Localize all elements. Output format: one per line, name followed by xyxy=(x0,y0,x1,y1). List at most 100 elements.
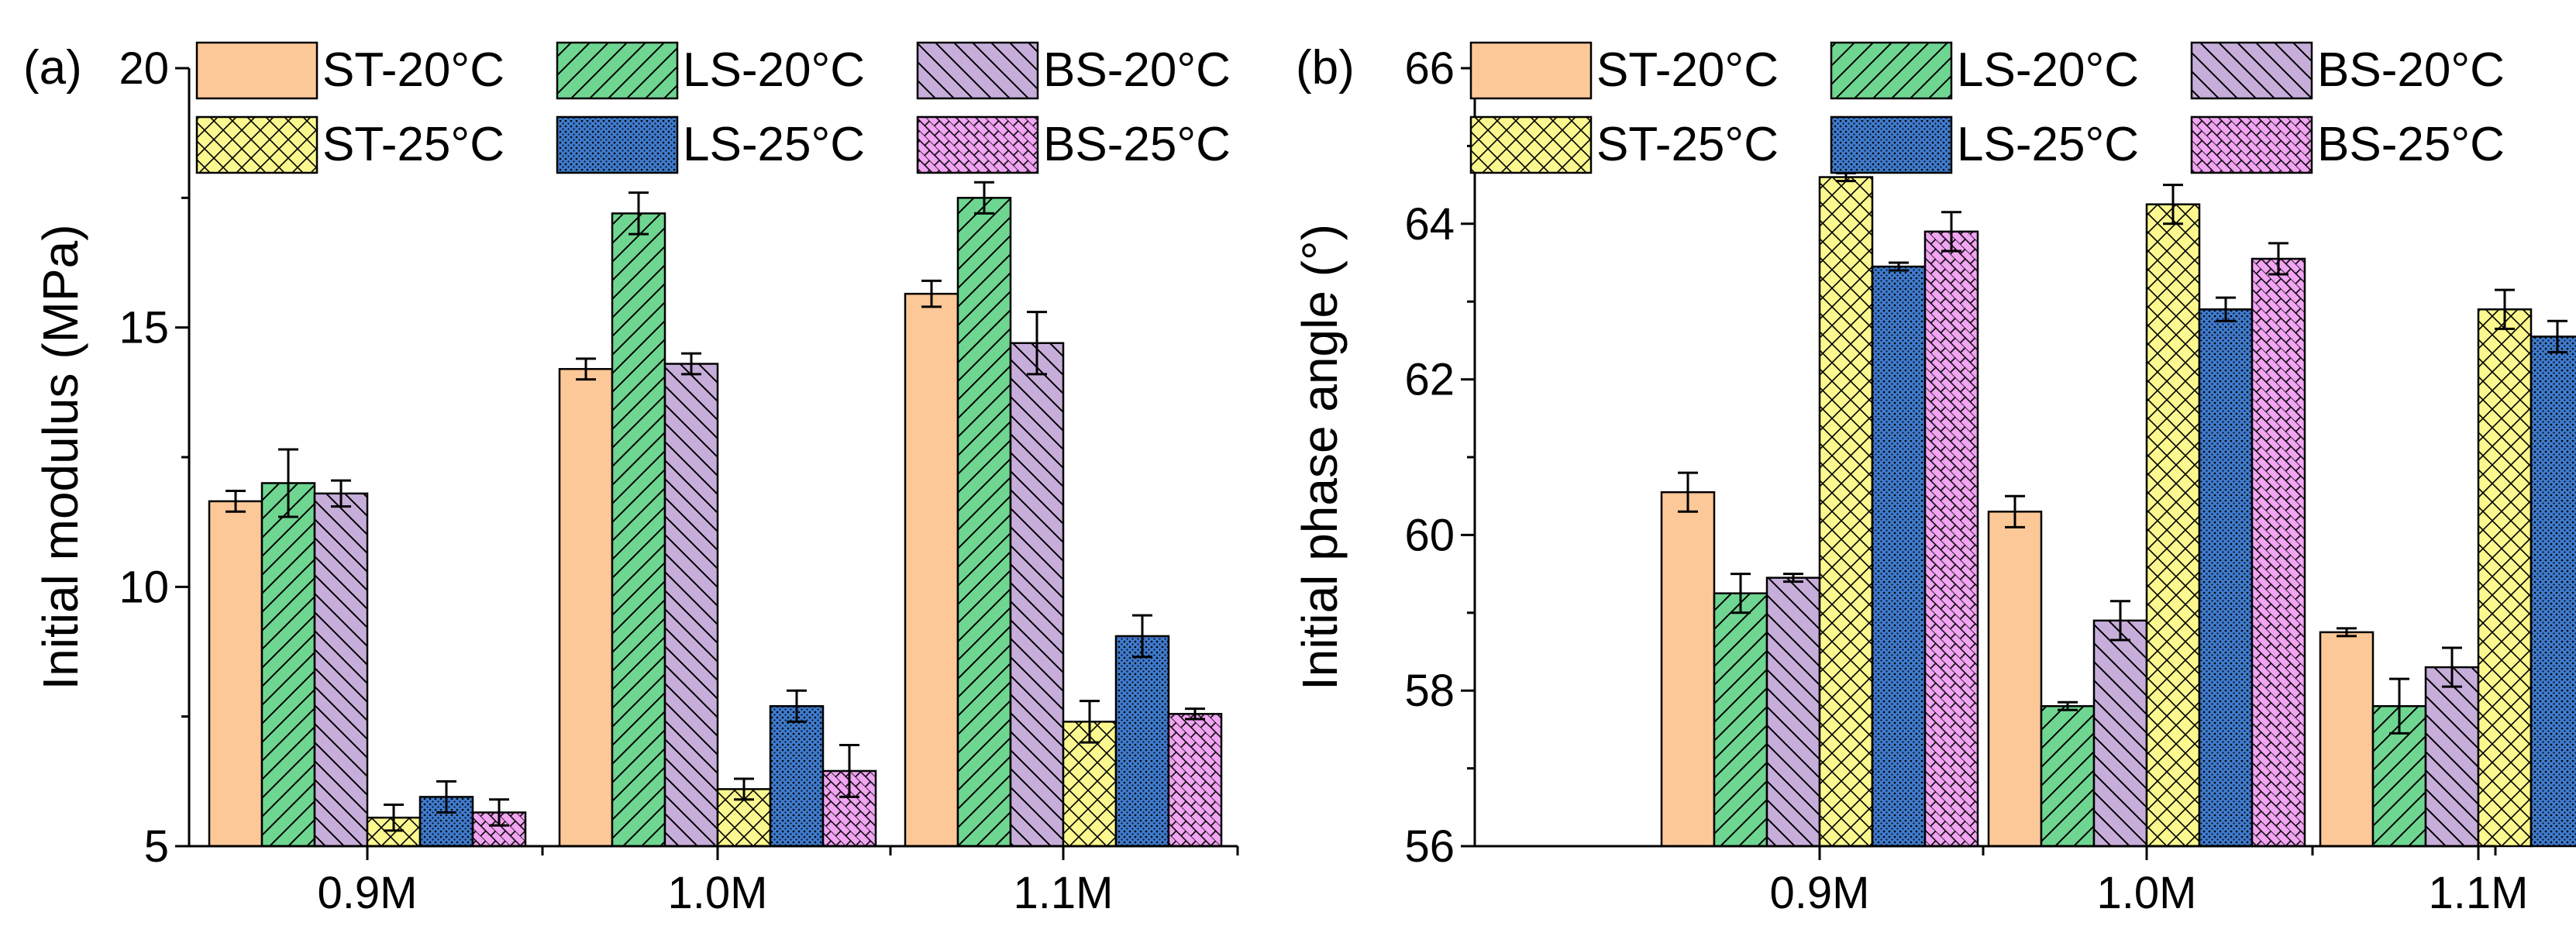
panel-b: (b) Initial phase angle (°) 56 58 60 62 64 66… xyxy=(1292,41,2576,918)
error-bar-st-25-1.0M xyxy=(734,777,754,801)
legend-label: LS-20°C xyxy=(1957,43,2139,97)
bar-ls-20-1.1M xyxy=(956,197,1012,848)
bar-bs-25-1.0M xyxy=(2251,257,2306,848)
y-tick-label: 58 xyxy=(1404,666,1455,716)
y-tick-label: 62 xyxy=(1404,355,1455,405)
error-bar-ls-20-0.9M xyxy=(278,448,298,518)
x-tick-label: 1.1M xyxy=(1014,868,1114,918)
error-bar-st-20-1.1M xyxy=(921,279,942,308)
legend-item-ls-20: LS-20°C xyxy=(1830,41,2139,100)
y-tick-label: 15 xyxy=(119,303,169,353)
error-bar-bs-25-1.0M xyxy=(839,743,859,798)
bar-bs-20-0.9M xyxy=(1765,577,1821,848)
x-tick-label: 1.1M xyxy=(2429,868,2529,918)
legend-item-bs-20: BS-20°C xyxy=(916,41,1231,100)
axes-group-b: 56 58 60 62 64 66 0.9M 1.0M 1.1M xyxy=(1404,43,2528,918)
bar-st-20-1.0M xyxy=(1987,511,2043,848)
error-bar-bs-20-0.9M xyxy=(331,479,351,508)
bar-bs-25-1.0M xyxy=(821,769,877,848)
legend-item-st-25: ST-25°C xyxy=(195,115,505,174)
panel-a: (a) Initial modulus (MPa) 5 10 15 20 0.9M 1.0… xyxy=(23,41,1239,918)
error-bar-ls-25-1.0M xyxy=(2216,296,2236,322)
y-tick-label: 20 xyxy=(119,43,169,94)
panel-label-a: (a) xyxy=(23,41,82,95)
legend-label: LS-25°C xyxy=(683,118,865,171)
axes-group-a: 5 10 15 20 0.9M 1.0M 1.1M xyxy=(119,43,1239,918)
y-axis-title-a: Initial modulus (MPa) xyxy=(33,224,88,690)
bar-ls-20-1.0M xyxy=(2040,705,2096,848)
legend-label: BS-25°C xyxy=(1043,118,1231,171)
bar-st-25-1.0M xyxy=(2145,203,2201,848)
legend-item-bs-25: BS-25°C xyxy=(2190,115,2505,174)
x-tick-label: 0.9M xyxy=(318,868,418,918)
bar-ls-25-1.1M xyxy=(1114,635,1170,848)
error-bar-ls-25-0.9M xyxy=(436,780,456,814)
bar-st-20-0.9M xyxy=(1660,490,1716,848)
bar-bs-20-1.0M xyxy=(2092,619,2148,848)
bar-bs-25-1.1M xyxy=(1167,713,1223,848)
y-tick-label: 66 xyxy=(1404,43,1455,94)
error-bar-bs-25-1.1M xyxy=(1185,707,1205,721)
bar-bs-20-1.0M xyxy=(663,363,719,848)
error-bar-bs-20-0.9M xyxy=(1783,573,1803,583)
legend-label: ST-25°C xyxy=(1596,118,1779,171)
y-tick-label: 10 xyxy=(119,562,169,612)
y-tick-label: 5 xyxy=(144,821,169,872)
error-bar-st-20-0.9M xyxy=(226,490,246,513)
error-bar-st-25-1.1M xyxy=(1080,700,1100,744)
bar-st-20-1.1M xyxy=(904,292,959,848)
legend-item-st-25: ST-25°C xyxy=(1469,115,1779,174)
error-bar-bs-25-0.9M xyxy=(489,798,509,827)
error-bar-ls-20-1.0M xyxy=(2058,700,2078,711)
bars-group-a xyxy=(208,181,1223,848)
error-bar-ls-20-0.9M xyxy=(1731,573,1751,614)
bar-ls-20-0.9M xyxy=(1713,592,1768,848)
error-bar-bs-20-1.0M xyxy=(2110,600,2130,642)
bar-ls-25-1.1M xyxy=(2530,336,2576,848)
legend-item-ls-20: LS-20°C xyxy=(556,41,865,100)
error-bar-st-20-0.9M xyxy=(1678,471,1698,513)
x-tick-label: 0.9M xyxy=(1770,868,1870,918)
legend-label: BS-20°C xyxy=(2317,43,2505,97)
legend-label: ST-20°C xyxy=(1596,43,1779,97)
error-bar-ls-20-1.1M xyxy=(974,181,994,215)
bar-st-25-0.9M xyxy=(1818,176,1874,848)
bar-st-25-1.1M xyxy=(2477,308,2533,848)
legend-label: LS-20°C xyxy=(683,43,865,97)
bar-st-20-1.0M xyxy=(558,367,614,848)
legend-label: BS-20°C xyxy=(1043,43,1231,97)
legend-a: ST-20°C LS-20°C BS-20°C ST-25°C LS-25°C BS-25… xyxy=(195,41,1231,174)
y-tick-label: 64 xyxy=(1404,199,1455,250)
error-bar-ls-20-1.0M xyxy=(629,191,649,236)
bar-ls-20-1.0M xyxy=(611,212,666,848)
bar-bs-20-0.9M xyxy=(313,492,369,848)
bar-bs-20-1.1M xyxy=(1009,342,1065,848)
error-bar-ls-25-1.1M xyxy=(1132,614,1152,659)
y-axis-title-b: Initial phase angle (°) xyxy=(1292,224,1348,690)
error-bar-st-20-1.0M xyxy=(2005,494,2025,528)
legend-label: BS-25°C xyxy=(2317,118,2505,171)
bar-ls-25-1.0M xyxy=(2198,308,2254,848)
bar-bs-20-1.1M xyxy=(2424,666,2480,848)
bar-ls-20-0.9M xyxy=(260,482,316,848)
x-tick-label: 1.0M xyxy=(2097,868,2197,918)
error-bar-st-25-1.0M xyxy=(2163,184,2183,225)
legend-label: ST-20°C xyxy=(322,43,505,97)
bar-ls-25-0.9M xyxy=(1871,265,1927,848)
legend-item-bs-25: BS-25°C xyxy=(916,115,1231,174)
error-bar-st-20-1.1M xyxy=(2337,627,2357,638)
legend-item-ls-25: LS-25°C xyxy=(556,115,865,174)
error-bar-bs-20-1.1M xyxy=(1027,311,1047,376)
error-bar-st-20-1.0M xyxy=(576,357,596,381)
y-tick-label: 60 xyxy=(1404,510,1455,560)
error-bar-bs-20-1.0M xyxy=(681,352,701,376)
error-bar-ls-25-0.9M xyxy=(1889,261,1909,272)
bars-group-b xyxy=(1660,172,2576,848)
panel-label-b: (b) xyxy=(1296,41,1355,95)
error-bar-bs-25-0.9M xyxy=(1941,211,1961,253)
bar-st-20-0.9M xyxy=(208,500,263,848)
legend-label: LS-25°C xyxy=(1957,118,2139,171)
error-bar-ls-20-1.1M xyxy=(2389,677,2409,735)
legend-item-st-20: ST-20°C xyxy=(1469,41,1779,100)
